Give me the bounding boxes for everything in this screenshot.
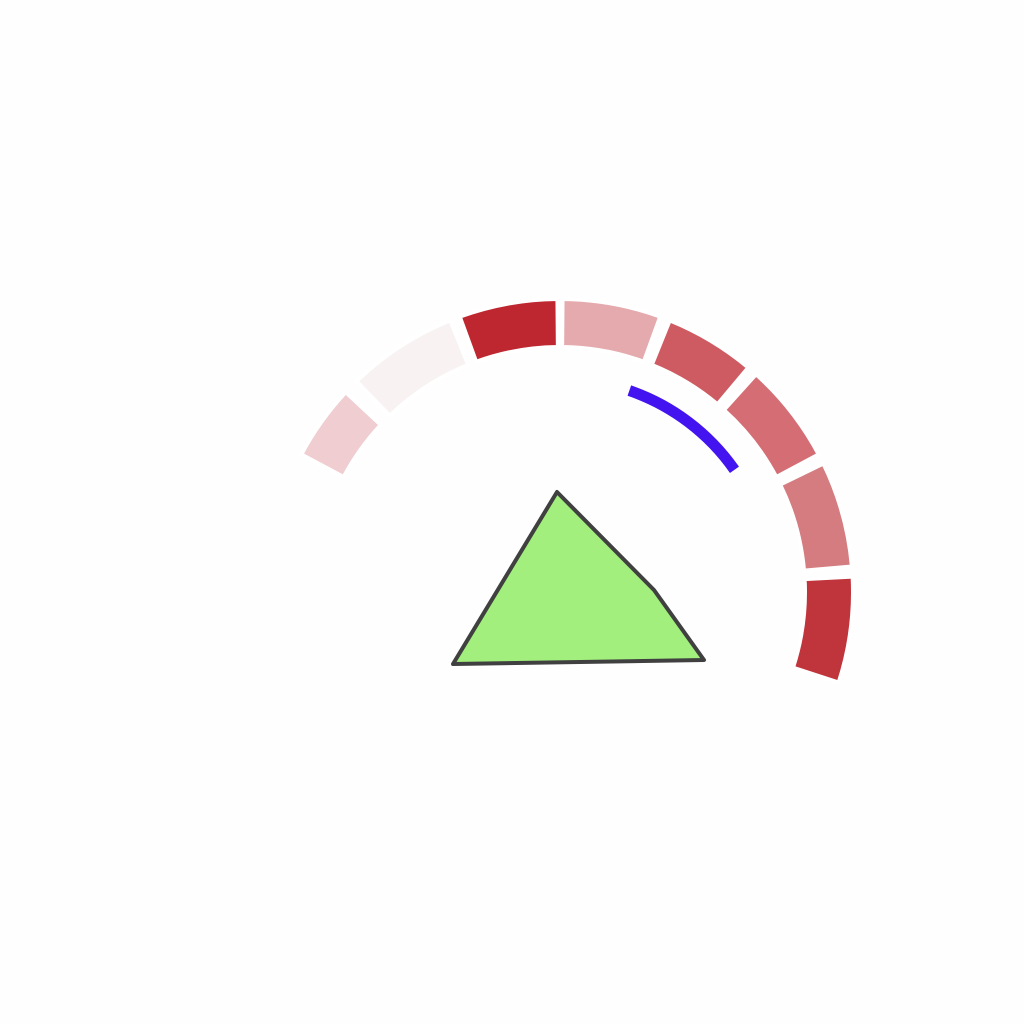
gauge-segment-6 (721, 371, 822, 480)
gauge-segment-1 (298, 389, 384, 480)
gauge-segment-2 (353, 317, 471, 419)
center-polygon (451, 490, 706, 666)
gauge-segment-5 (649, 317, 752, 408)
gauge-segment-8 (790, 574, 855, 686)
gauge-ring (298, 296, 855, 686)
gauge-segment-3 (457, 296, 560, 365)
gauge-indicator-arc (627, 385, 739, 473)
gauge-segment-4 (560, 296, 663, 365)
gauge-segment-7 (777, 460, 855, 573)
